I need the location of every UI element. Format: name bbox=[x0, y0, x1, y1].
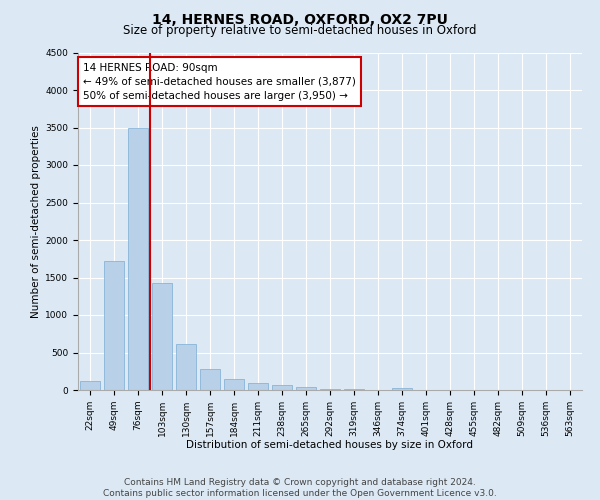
Bar bbox=[248, 383, 268, 390]
Bar bbox=[320, 388, 340, 390]
Bar bbox=[104, 261, 124, 390]
Bar bbox=[80, 381, 100, 390]
Bar bbox=[344, 389, 364, 390]
Bar bbox=[296, 387, 316, 390]
Bar bbox=[224, 379, 244, 390]
Bar bbox=[176, 344, 196, 390]
Text: Size of property relative to semi-detached houses in Oxford: Size of property relative to semi-detach… bbox=[123, 24, 477, 37]
Text: 14 HERNES ROAD: 90sqm
← 49% of semi-detached houses are smaller (3,877)
50% of s: 14 HERNES ROAD: 90sqm ← 49% of semi-deta… bbox=[83, 62, 356, 100]
Text: 14, HERNES ROAD, OXFORD, OX2 7PU: 14, HERNES ROAD, OXFORD, OX2 7PU bbox=[152, 12, 448, 26]
Bar bbox=[272, 385, 292, 390]
Y-axis label: Number of semi-detached properties: Number of semi-detached properties bbox=[31, 125, 41, 318]
Bar bbox=[392, 388, 412, 390]
Text: Contains HM Land Registry data © Crown copyright and database right 2024.
Contai: Contains HM Land Registry data © Crown c… bbox=[103, 478, 497, 498]
Bar bbox=[128, 128, 148, 390]
X-axis label: Distribution of semi-detached houses by size in Oxford: Distribution of semi-detached houses by … bbox=[187, 440, 473, 450]
Bar bbox=[152, 283, 172, 390]
Bar bbox=[200, 369, 220, 390]
